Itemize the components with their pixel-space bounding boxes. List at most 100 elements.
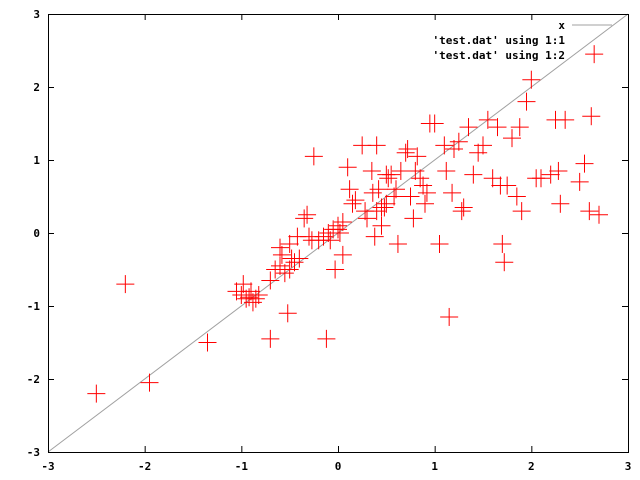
data-point [375, 198, 394, 217]
legend-label: 'test.dat' using 1:1 [433, 34, 566, 47]
data-point [443, 183, 462, 202]
data-point [493, 234, 512, 253]
data-point [398, 140, 417, 159]
y-tick-label: -2 [27, 373, 40, 386]
data-point [304, 147, 323, 166]
data-point [590, 205, 608, 224]
legend-entry: 'test.dat' using 1:2 [433, 49, 565, 62]
data-point [329, 216, 347, 235]
data-point [498, 176, 517, 195]
data-point [503, 129, 521, 148]
data-point [387, 180, 405, 199]
data-point [416, 194, 434, 213]
legend-label: 'test.dat' using 1:2 [433, 49, 565, 62]
data-point [425, 114, 444, 133]
data-point [541, 165, 560, 184]
data-point [483, 169, 502, 188]
data-point [495, 253, 514, 272]
data-point [365, 227, 384, 246]
data-point [278, 304, 297, 323]
data-point [522, 70, 541, 89]
data-point [435, 136, 454, 155]
x-tick-label: 1 [431, 460, 438, 473]
data-point [198, 333, 217, 352]
data-point [261, 271, 280, 290]
data-point [372, 216, 391, 235]
data-point [532, 169, 550, 188]
data-point [295, 209, 314, 228]
data-point [326, 260, 345, 279]
data-point [271, 238, 289, 257]
y-tick-label: -3 [27, 446, 40, 459]
data-point [272, 245, 291, 264]
data-point [343, 194, 362, 213]
data-point [512, 202, 531, 221]
data-point [321, 231, 340, 250]
data-point [478, 110, 497, 129]
data-point [280, 260, 299, 279]
x-tick-label: 0 [335, 460, 342, 473]
data-point [362, 161, 381, 180]
data-point [575, 154, 594, 173]
data-point [417, 183, 436, 202]
data-point [377, 194, 396, 213]
data-points-group [87, 45, 608, 403]
y-tick-label: 2 [33, 81, 40, 94]
data-point [517, 92, 536, 111]
data-point [452, 202, 471, 221]
data-point [367, 136, 386, 155]
data-point [333, 245, 352, 264]
data-point [290, 249, 309, 268]
data-point [585, 45, 604, 64]
data-point [549, 161, 568, 180]
data-point [317, 329, 336, 348]
data-point [411, 169, 430, 188]
data-point [116, 275, 135, 294]
data-point [358, 209, 376, 228]
legend-entry: x [558, 19, 612, 32]
x-tick-label: -3 [41, 460, 54, 473]
data-point [379, 169, 398, 188]
data-point [285, 253, 304, 272]
data-point [330, 224, 349, 242]
x-tick-label: -1 [235, 460, 249, 473]
data-point [414, 176, 433, 195]
axis-ticks-group [48, 14, 629, 453]
data-point [556, 110, 575, 129]
data-point [346, 191, 365, 210]
data-point [333, 213, 352, 232]
data-point [582, 107, 601, 126]
data-point [401, 187, 420, 206]
data-point [430, 234, 449, 253]
data-point [464, 165, 483, 184]
data-point [367, 202, 386, 221]
y-tick-label: -1 [27, 300, 41, 313]
x-tick-labels: -3 -2 -1 0 1 2 3 [41, 460, 631, 473]
data-point [242, 282, 260, 301]
data-point [474, 136, 492, 155]
data-point [510, 118, 529, 137]
data-point [232, 286, 251, 305]
data-point [369, 180, 388, 199]
y-tick-labels: -3 -2 -1 0 1 2 3 [27, 8, 41, 459]
data-point [580, 202, 599, 221]
y-tick-label: 0 [33, 227, 40, 240]
data-point [234, 275, 253, 294]
data-point [507, 187, 526, 206]
data-point [275, 264, 294, 283]
y-tick-label: 1 [33, 154, 40, 167]
data-point [396, 143, 415, 162]
legend-entry: 'test.dat' using 1:1 [433, 34, 566, 47]
data-point [408, 147, 427, 166]
data-point [437, 161, 456, 180]
data-point [459, 118, 478, 137]
data-point [338, 158, 357, 177]
data-point [261, 329, 280, 348]
legend: x 'test.dat' using 1:1 'test.dat' using 1:… [433, 19, 612, 62]
data-point [385, 187, 404, 206]
data-point [249, 286, 268, 305]
data-point [551, 194, 570, 213]
data-point [445, 140, 463, 159]
